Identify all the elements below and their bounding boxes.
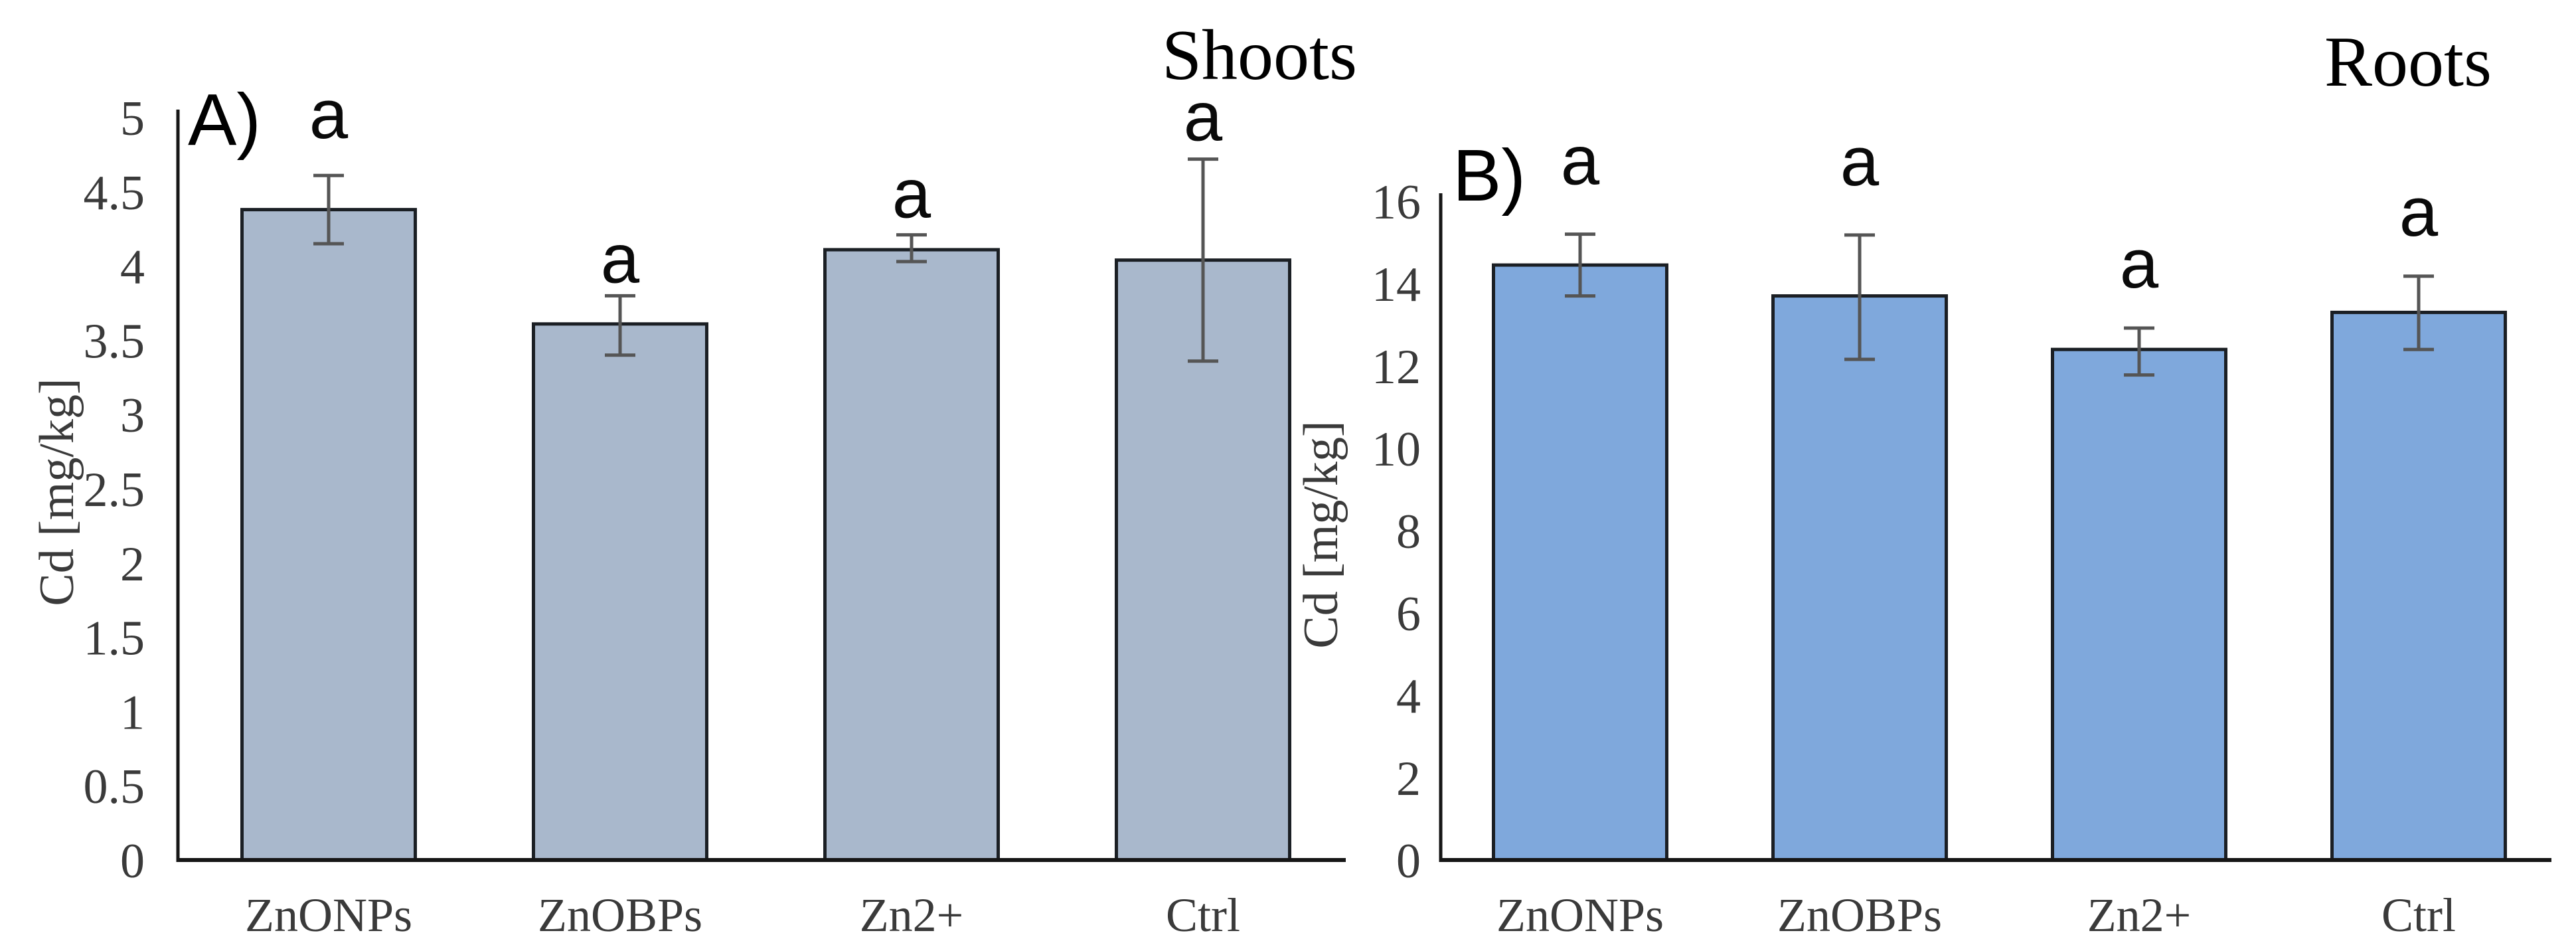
sig-letter-b-Ctrl: a [2399, 173, 2439, 251]
sig-letter-b-ZnONPs: a [1561, 122, 1600, 200]
chart-a-ytick-2: 2 [120, 537, 145, 592]
bar-b-Ctrl [2330, 310, 2507, 862]
chart-b-category-ZnONPs: ZnONPs [1496, 889, 1664, 942]
bar-a-ZnONPs [240, 208, 417, 862]
chart-a-title: Shoots [1161, 16, 1358, 95]
chart-b-ytick-4: 4 [1396, 669, 1421, 724]
chart-a-ytick-1.5: 1.5 [84, 612, 145, 666]
chart-a-ytick-3: 3 [120, 389, 145, 443]
chart-a-ytick-4: 4 [120, 240, 145, 295]
chart-a-category-ZnOBPs: ZnOBPs [538, 889, 702, 942]
chart-b-ytick-14: 14 [1372, 258, 1421, 312]
chart-b-category-ZnOBPs: ZnOBPs [1777, 889, 1942, 942]
chart-a-ytick-0.5: 0.5 [84, 760, 145, 814]
panel-b-label: B) [1453, 135, 1526, 216]
chart-a-ytick-1: 1 [120, 685, 145, 740]
bar-a-ZnOBPs [532, 322, 708, 862]
chart-a-ytick-3.5: 3.5 [84, 314, 145, 369]
chart-b-ytick-0: 0 [1396, 834, 1421, 889]
sig-letter-a-Zn2+: a [892, 155, 931, 233]
bar-b-Zn2+ [2051, 347, 2227, 862]
chart-b-ytick-6: 6 [1396, 587, 1421, 642]
chart-a-ytick-4.5: 4.5 [84, 166, 145, 220]
sig-letter-a-ZnONPs: a [309, 76, 349, 153]
bar-b-ZnOBPs [1771, 294, 1948, 862]
chart-a-ytick-2.5: 2.5 [84, 463, 145, 517]
chart-a-ytick-0: 0 [120, 834, 145, 889]
chart-b-y-axis-title: Cd [mg/kg] [1294, 420, 1348, 649]
sig-letter-a-Ctrl: a [1184, 78, 1223, 156]
sig-letter-b-ZnOBPs: a [1840, 123, 1880, 201]
chart-a-category-Ctrl: Ctrl [1166, 889, 1240, 942]
chart-b-ytick-8: 8 [1396, 505, 1421, 559]
panel-a-label: A) [188, 79, 261, 161]
chart-b-ytick-16: 16 [1372, 175, 1421, 230]
chart-b-category-Zn2+: Zn2+ [2087, 889, 2192, 942]
bar-a-Zn2+ [823, 248, 1000, 862]
chart-a-category-Zn2+: Zn2+ [860, 889, 964, 942]
chart-a-ytick-5: 5 [120, 92, 145, 146]
chart-b-ytick-10: 10 [1372, 422, 1421, 477]
bar-b-ZnONPs [1492, 263, 1668, 862]
sig-letter-b-Zn2+: a [2120, 225, 2159, 303]
chart-b-ytick-2: 2 [1396, 752, 1421, 806]
chart-a-category-ZnONPs: ZnONPs [245, 889, 412, 942]
chart-a-y-axis-title: Cd [mg/kg] [30, 378, 84, 606]
sig-letter-a-ZnOBPs: a [601, 220, 640, 298]
chart-b-ytick-12: 12 [1372, 340, 1421, 394]
chart-b-title: Roots [2324, 23, 2492, 102]
chart-b-category-Ctrl: Ctrl [2381, 889, 2456, 942]
